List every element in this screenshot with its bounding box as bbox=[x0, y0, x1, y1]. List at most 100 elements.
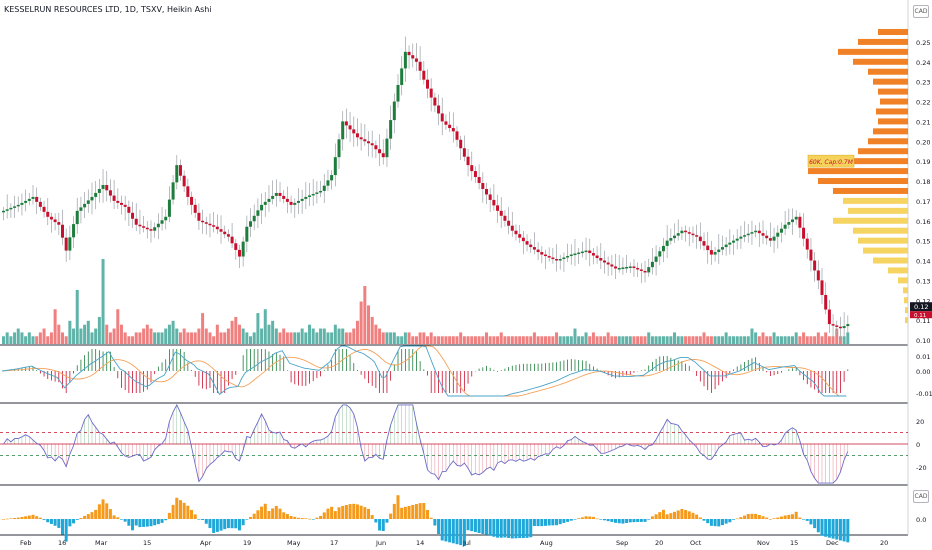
volume-profile-bar bbox=[880, 98, 908, 105]
hist-tick-label: 0.0 bbox=[916, 516, 926, 524]
volume-profile-bar bbox=[863, 247, 908, 254]
momentum-bar bbox=[827, 519, 831, 538]
volume-bar bbox=[791, 336, 795, 344]
volume-bar bbox=[706, 336, 710, 344]
candle-body bbox=[344, 121, 348, 126]
candle-body bbox=[156, 223, 160, 228]
volume-bar bbox=[783, 336, 787, 344]
candle-body bbox=[293, 202, 297, 205]
candle-body bbox=[669, 238, 673, 241]
candle-body bbox=[827, 309, 831, 325]
volume-profile-bar bbox=[848, 207, 908, 214]
volume-profile-bar bbox=[858, 237, 908, 244]
volume-bar bbox=[326, 332, 330, 344]
candle-body bbox=[352, 129, 356, 134]
volume-bar bbox=[75, 289, 79, 344]
momentum-bar bbox=[330, 506, 334, 519]
momentum-bar bbox=[46, 519, 50, 523]
momentum-bar bbox=[337, 507, 341, 519]
candle-body bbox=[101, 185, 105, 189]
volume-bar bbox=[119, 324, 123, 344]
momentum-bar bbox=[639, 519, 643, 522]
volume-bar bbox=[245, 332, 249, 344]
candle-body bbox=[271, 195, 275, 199]
candle-body bbox=[558, 259, 562, 261]
volume-bar bbox=[42, 328, 46, 344]
volume-bar bbox=[610, 336, 614, 344]
momentum-bar bbox=[470, 519, 474, 532]
momentum-bar bbox=[392, 503, 396, 519]
volume-bar bbox=[164, 328, 168, 344]
candle-body bbox=[119, 202, 123, 205]
momentum-bar bbox=[49, 519, 53, 524]
momentum-bar bbox=[333, 511, 337, 519]
currency-badge[interactable]: CAD bbox=[913, 5, 929, 18]
momentum-bar bbox=[739, 517, 743, 519]
momentum-bar bbox=[348, 504, 352, 519]
momentum-bar bbox=[617, 519, 621, 524]
candle-body bbox=[488, 194, 492, 200]
osc-tick-label: 20 bbox=[916, 418, 924, 426]
candle-body bbox=[783, 224, 787, 229]
candle-body bbox=[562, 257, 566, 260]
volume-bar bbox=[193, 332, 197, 344]
volume-bar bbox=[35, 336, 39, 344]
volume-bar bbox=[311, 328, 315, 344]
candle-body bbox=[311, 193, 315, 196]
volume-bar bbox=[108, 332, 112, 344]
candle-body bbox=[105, 185, 109, 191]
candle-body bbox=[757, 230, 761, 234]
candle-body bbox=[779, 228, 783, 233]
volume-bar bbox=[687, 336, 691, 344]
momentum-bar bbox=[267, 510, 271, 519]
volume-bar bbox=[201, 313, 205, 344]
candle-body bbox=[403, 51, 407, 69]
volume-bar bbox=[367, 305, 371, 344]
chart-title: KESSELRUN RESOURCES LTD, 1D, TSXV, Heiki… bbox=[4, 5, 212, 14]
candle-body bbox=[470, 165, 474, 172]
volume-bar bbox=[492, 336, 496, 344]
momentum-bar bbox=[665, 514, 669, 519]
candle-body bbox=[518, 234, 522, 238]
momentum-bar bbox=[204, 519, 208, 524]
candle-body bbox=[816, 270, 820, 281]
currency-badge-lower[interactable]: CAD bbox=[913, 490, 929, 503]
volume-bar bbox=[617, 336, 621, 344]
momentum-bar bbox=[433, 519, 437, 526]
momentum-bar bbox=[160, 519, 164, 523]
candle-body bbox=[53, 219, 57, 223]
candle-body bbox=[348, 125, 352, 130]
volume-bar bbox=[602, 336, 606, 344]
candle-body bbox=[308, 195, 312, 197]
momentum-bar bbox=[260, 506, 264, 519]
candle-body bbox=[831, 324, 835, 326]
volume-bar bbox=[5, 332, 9, 344]
momentum-bar bbox=[389, 513, 393, 519]
candle-body bbox=[315, 192, 319, 194]
volume-bar bbox=[407, 332, 411, 344]
momentum-bar bbox=[761, 516, 765, 519]
volume-bar bbox=[53, 309, 57, 344]
candle-body bbox=[38, 201, 42, 207]
volume-bar bbox=[437, 336, 441, 344]
candle-body bbox=[237, 249, 241, 257]
momentum-bar bbox=[145, 519, 149, 527]
volume-bar bbox=[440, 336, 444, 344]
volume-bar bbox=[330, 332, 334, 344]
volume-bar bbox=[503, 336, 507, 344]
volume-profile-bar bbox=[853, 227, 908, 234]
momentum-bar bbox=[754, 513, 758, 519]
candle-body bbox=[824, 294, 828, 310]
volume-bar bbox=[252, 332, 256, 344]
volume-profile-bar bbox=[858, 148, 908, 155]
candle-body bbox=[319, 190, 323, 193]
candle-body bbox=[514, 230, 518, 235]
volume-bar bbox=[735, 336, 739, 344]
candle-body bbox=[709, 250, 713, 255]
volume-bar bbox=[698, 336, 702, 344]
candle-body bbox=[492, 199, 496, 206]
momentum-bar bbox=[127, 519, 131, 526]
momentum-bar bbox=[802, 519, 806, 520]
candle-body bbox=[42, 206, 46, 212]
